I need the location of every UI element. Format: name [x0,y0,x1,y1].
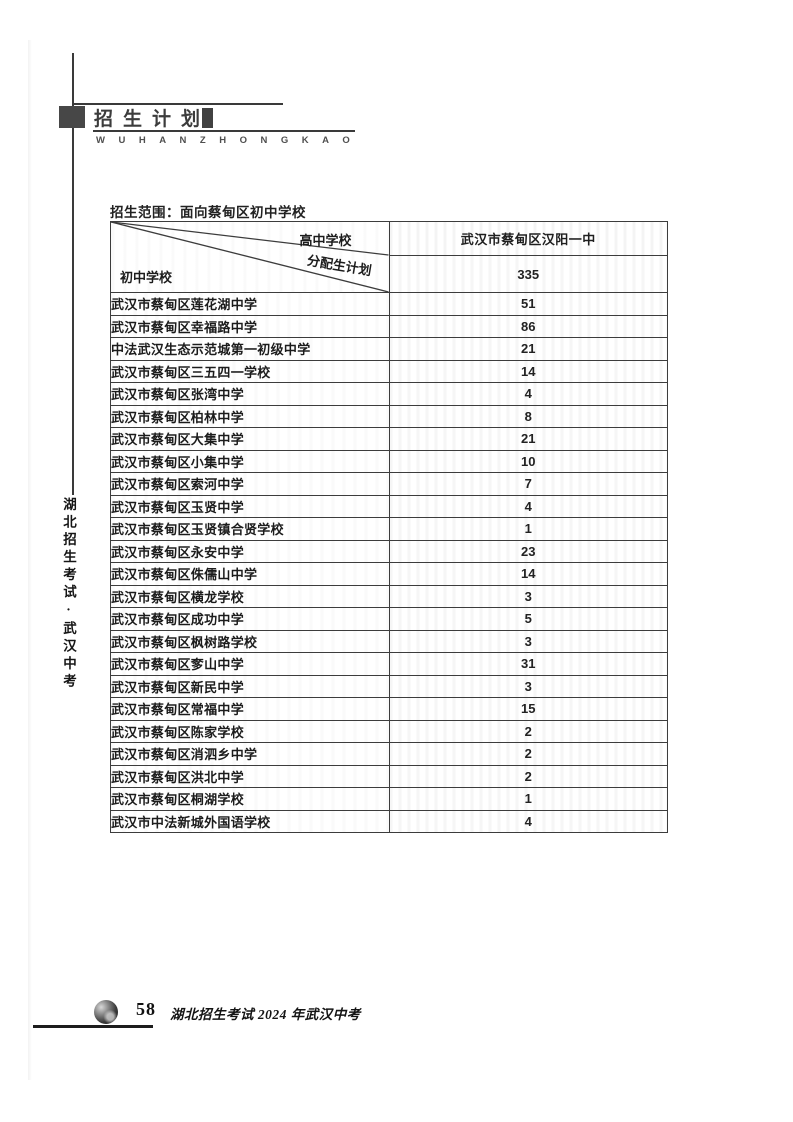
table-row: 武汉市蔡甸区洪北中学 2 [110,764,668,788]
admission-scope-label: 招生范围：面向蔡甸区初中学校 [110,205,306,220]
plan-value-cell: 7 [388,472,668,496]
school-name-cell: 武汉市蔡甸区成功中学 [110,607,390,631]
school-name-cell: 武汉市蔡甸区桐湖学校 [110,787,390,811]
school-name-cell: 武汉市蔡甸区横龙学校 [110,584,390,608]
plan-value-cell: 2 [388,742,668,766]
table-row: 武汉市蔡甸区侏儒山中学 14 [110,562,668,586]
school-table-body: 高中学校 分配生计划 初中学校 武汉市蔡甸区汉阳一中 335 武汉市蔡甸区莲花湖… [110,220,668,833]
table-row: 武汉市蔡甸区小集中学 10 [110,449,668,473]
table-row: 武汉市蔡甸区成功中学 5 [110,607,668,631]
diagonal-lines-icon [111,222,389,292]
school-name-cell: 武汉市蔡甸区消泗乡中学 [110,742,390,766]
school-name-cell: 武汉市蔡甸区三五四一学校 [110,359,390,383]
table-row: 武汉市蔡甸区奓山中学 31 [110,652,668,676]
school-name-cell: 武汉市蔡甸区枫树路学校 [110,629,390,653]
table-row: 武汉市蔡甸区玉贤镇合贤学校 1 [110,517,668,541]
plan-value-cell: 86 [388,314,668,338]
diagonal-corner-cell: 高中学校 分配生计划 初中学校 [110,221,390,293]
table-row: 武汉市蔡甸区新民中学 3 [110,674,668,698]
plan-value-cell: 1 [388,517,668,541]
plan-value-cell: 3 [388,629,668,653]
school-name-cell: 武汉市蔡甸区常福中学 [110,697,390,721]
table-row: 武汉市蔡甸区莲花湖中学 51 [110,292,668,316]
corner-label-high-school: 高中学校 [299,233,352,248]
publisher-seal-icon [94,1000,118,1024]
table-row: 武汉市蔡甸区消泗乡中学 2 [110,742,668,766]
plan-value-cell: 8 [388,404,668,428]
school-name-cell: 武汉市蔡甸区新民中学 [110,674,390,698]
plan-value-cell: 51 [388,292,668,316]
school-name-cell: 武汉市蔡甸区陈家学校 [110,719,390,743]
school-name-cell: 武汉市蔡甸区大集中学 [110,427,390,451]
plan-value-cell: 3 [388,584,668,608]
school-name-cell: 武汉市蔡甸区幸福路中学 [110,314,390,338]
plan-value-cell: 23 [388,539,668,563]
table-row: 武汉市蔡甸区横龙学校 3 [110,584,668,608]
plan-value-cell: 15 [388,697,668,721]
table-row: 武汉市中法新城外国语学校 4 [110,809,668,833]
title-romanization: WUHANZHONGKAO [96,135,364,146]
table-row: 中法武汉生态示范城第一初级中学 21 [110,337,668,361]
school-name-cell: 武汉市蔡甸区莲花湖中学 [110,292,390,316]
school-name-cell: 武汉市蔡甸区奓山中学 [110,652,390,676]
school-name-cell: 武汉市蔡甸区索河中学 [110,472,390,496]
page-title: 招生计划 [94,109,211,130]
title-underline [93,130,355,132]
plan-value-cell: 14 [388,562,668,586]
sidebar-vertical-caption: 湖北招生考试·武汉中考 [61,497,76,691]
plan-value-cell: 31 [388,652,668,676]
plan-value-cell: 4 [388,494,668,518]
table-row: 武汉市蔡甸区枫树路学校 3 [110,629,668,653]
page-edge-shadow [28,40,32,1080]
school-name-cell: 中法武汉生态示范城第一初级中学 [110,337,390,361]
plan-value-cell: 2 [388,719,668,743]
school-name-cell: 武汉市蔡甸区玉贤镇合贤学校 [110,517,390,541]
high-school-name-cell: 武汉市蔡甸区汉阳一中 [388,220,668,257]
table-row: 武汉市蔡甸区索河中学 7 [110,472,668,496]
table-row: 武汉市蔡甸区常福中学 15 [110,697,668,721]
school-name-cell: 武汉市蔡甸区永安中学 [110,539,390,563]
footer-rule [33,1025,153,1028]
plan-value-cell: 14 [388,359,668,383]
plan-value-cell: 5 [388,607,668,631]
table-row: 武汉市蔡甸区大集中学 21 [110,427,668,451]
footer-caption: 湖北招生考试 2024 年武汉中考 [170,1007,361,1022]
table-row: 武汉市蔡甸区玉贤中学 4 [110,494,668,518]
plan-value-cell: 21 [388,427,668,451]
school-name-cell: 武汉市中法新城外国语学校 [110,809,390,833]
table-row: 武汉市蔡甸区张湾中学 4 [110,382,668,406]
plan-value-cell: 4 [388,809,668,833]
title-square-icon [59,106,85,128]
school-name-cell: 武汉市蔡甸区柏林中学 [110,404,390,428]
plan-value-cell: 21 [388,337,668,361]
title-block-icon [202,108,213,128]
plan-value-cell: 10 [388,449,668,473]
plan-value-cell: 1 [388,787,668,811]
school-name-cell: 武汉市蔡甸区小集中学 [110,449,390,473]
school-name-cell: 武汉市蔡甸区侏儒山中学 [110,562,390,586]
table-row: 武汉市蔡甸区永安中学 23 [110,539,668,563]
table-row: 武汉市蔡甸区桐湖学校 1 [110,787,668,811]
allocation-plan-table: 高中学校 分配生计划 初中学校 武汉市蔡甸区汉阳一中 335 武汉市蔡甸区莲花湖… [110,220,668,833]
corner-label-middle-school: 初中学校 [120,270,173,285]
school-name-cell: 武汉市蔡甸区洪北中学 [110,764,390,788]
table-row: 武汉市蔡甸区柏林中学 8 [110,404,668,428]
left-vertical-rule [72,53,74,495]
table-row: 武汉市蔡甸区幸福路中学 86 [110,314,668,338]
table-header-row-1: 高中学校 分配生计划 初中学校 武汉市蔡甸区汉阳一中 [110,220,668,293]
school-name-cell: 武汉市蔡甸区玉贤中学 [110,494,390,518]
plan-value-cell: 2 [388,764,668,788]
page-number: 58 [136,999,156,1019]
table-row: 武汉市蔡甸区陈家学校 2 [110,719,668,743]
school-name-cell: 武汉市蔡甸区张湾中学 [110,382,390,406]
total-plan-cell: 335 [388,255,668,293]
header-top-rule [72,103,283,105]
plan-value-cell: 4 [388,382,668,406]
table-header-row-2: 335 [111,255,668,293]
table-row: 武汉市蔡甸区三五四一学校 14 [110,359,668,383]
plan-value-cell: 3 [388,674,668,698]
